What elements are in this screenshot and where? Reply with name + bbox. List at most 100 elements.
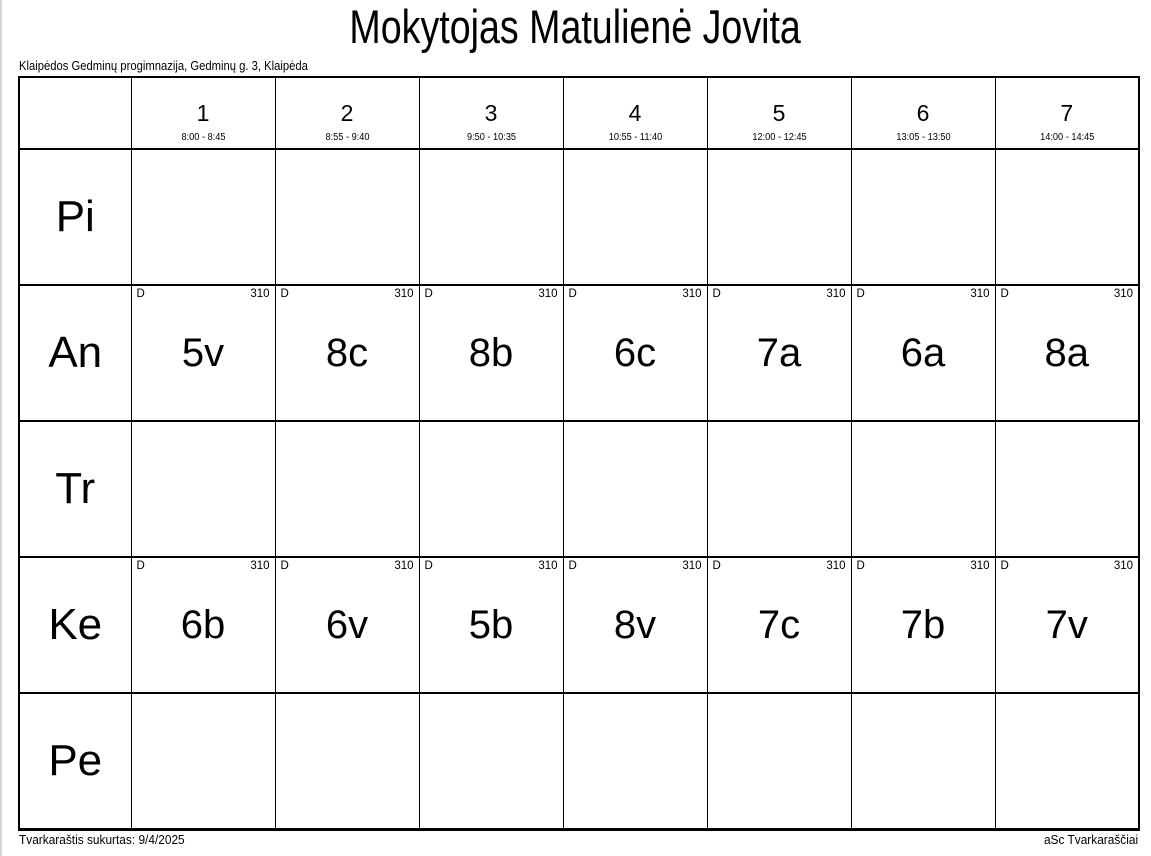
lesson-room: 310	[538, 288, 558, 300]
period-number: 5	[772, 99, 786, 126]
lesson-cell-empty	[850, 692, 996, 830]
lesson-class: 6c	[613, 330, 657, 375]
period-time: 9:50 - 10:35	[466, 132, 516, 143]
lesson-cell: D 310 6v	[274, 556, 420, 694]
lesson-cell-empty	[850, 420, 996, 558]
lesson-room: 310	[970, 288, 990, 300]
lesson-cell-empty	[994, 148, 1140, 286]
period-header-1: 1 8:00 - 8:45	[130, 76, 276, 150]
lesson-meta: D 310	[1001, 560, 1134, 572]
period-time: 10:55 - 11:40	[608, 132, 662, 143]
lesson-cell-empty	[994, 420, 1140, 558]
period-number: 3	[484, 99, 498, 126]
period-number: 1	[196, 99, 210, 126]
lesson-meta: D 310	[425, 560, 558, 572]
lesson-cell-empty	[274, 420, 420, 558]
school-subtitle: Klaipėdos Gedminų progimnazija, Gedminų …	[19, 59, 308, 73]
lesson-group: D	[1000, 560, 1009, 572]
table-corner	[18, 76, 132, 150]
lesson-cell: D 310 7a	[706, 284, 852, 422]
lesson-cell-empty	[562, 420, 708, 558]
lesson-group: D	[136, 560, 145, 572]
lesson-meta: D 310	[569, 560, 702, 572]
day-row-ke: Ke D 310 6b D 310 6v	[18, 556, 1140, 694]
day-label-an: An	[18, 284, 132, 422]
lesson-group: D	[424, 560, 433, 572]
lesson-room: 310	[394, 288, 414, 300]
period-header-6: 6 13:05 - 13:50	[850, 76, 996, 150]
lesson-meta: D 310	[857, 560, 990, 572]
lesson-room: 310	[250, 560, 270, 572]
period-number: 6	[916, 99, 930, 126]
period-number: 2	[340, 99, 354, 126]
lesson-cell-empty	[130, 420, 276, 558]
lesson-cell-empty	[706, 148, 852, 286]
lesson-meta: D 310	[857, 288, 990, 300]
lesson-meta: D 310	[713, 560, 846, 572]
lesson-group: D	[280, 560, 289, 572]
period-time: 8:55 - 9:40	[325, 132, 369, 143]
lesson-class: 8c	[325, 330, 369, 375]
footer-app-name: aSc Tvarkaraščiai	[1043, 833, 1138, 847]
lesson-cell-empty	[418, 692, 564, 830]
lesson-room: 310	[682, 560, 702, 572]
period-number: 4	[628, 99, 642, 126]
lesson-room: 310	[1113, 288, 1133, 300]
lesson-cell-empty	[562, 148, 708, 286]
lesson-room: 310	[538, 560, 558, 572]
lesson-cell-empty	[418, 420, 564, 558]
lesson-group: D	[1000, 288, 1009, 300]
lesson-class: 7c	[757, 602, 801, 647]
lesson-group: D	[856, 288, 865, 300]
day-row-pi: Pi	[18, 148, 1140, 286]
period-header-3: 3 9:50 - 10:35	[418, 76, 564, 150]
lesson-cell: D 310 7v	[994, 556, 1140, 694]
lesson-cell-empty	[850, 148, 996, 286]
lesson-cell: D 310 8a	[994, 284, 1140, 422]
lesson-cell-empty	[562, 692, 708, 830]
day-label-ke: Ke	[18, 556, 132, 694]
lesson-cell-empty	[130, 692, 276, 830]
lesson-cell: D 310 6c	[562, 284, 708, 422]
page-title: Mokytojas Matulienė Jovita	[349, 0, 802, 53]
lesson-meta: D 310	[425, 288, 558, 300]
period-time: 14:00 - 14:45	[1039, 132, 1094, 143]
lesson-class: 7a	[756, 330, 802, 375]
period-header-2: 2 8:55 - 9:40	[274, 76, 420, 150]
lesson-class: 5b	[468, 602, 514, 647]
lesson-meta: D 310	[281, 288, 414, 300]
lesson-group: D	[424, 288, 433, 300]
footer-created-date: Tvarkaraštis sukurtas: 9/4/2025	[19, 833, 185, 847]
lesson-cell-empty	[418, 148, 564, 286]
page-title-wrap: Mokytojas Matulienė Jovita	[0, 2, 1151, 52]
day-row-an: An D 310 5v D 310 8c	[18, 284, 1140, 422]
lesson-cell-empty	[706, 692, 852, 830]
period-header-row: 1 8:00 - 8:45 2 8:55 - 9:40 3 9:50 - 10:…	[18, 76, 1140, 150]
lesson-class: 8b	[468, 330, 514, 375]
day-label-pe: Pe	[18, 692, 132, 830]
lesson-class: 5v	[181, 330, 225, 375]
lesson-room: 310	[970, 560, 990, 572]
lesson-meta: D 310	[137, 288, 270, 300]
lesson-class: 8v	[613, 602, 657, 647]
period-time: 8:00 - 8:45	[181, 132, 225, 143]
lesson-meta: D 310	[137, 560, 270, 572]
lesson-meta: D 310	[281, 560, 414, 572]
lesson-cell: D 310 8v	[562, 556, 708, 694]
period-header-4: 4 10:55 - 11:40	[562, 76, 708, 150]
lesson-class: 8a	[1044, 330, 1090, 375]
lesson-room: 310	[394, 560, 414, 572]
lesson-group: D	[280, 288, 289, 300]
lesson-meta: D 310	[1001, 288, 1134, 300]
lesson-meta: D 310	[713, 288, 846, 300]
lesson-room: 310	[682, 288, 702, 300]
lesson-class: 6a	[900, 330, 946, 375]
lesson-class: 7v	[1045, 602, 1088, 647]
lesson-room: 310	[1113, 560, 1133, 572]
lesson-cell: D 310 6a	[850, 284, 996, 422]
lesson-group: D	[712, 560, 721, 572]
lesson-cell-empty	[130, 148, 276, 286]
lesson-room: 310	[826, 560, 846, 572]
lesson-room: 310	[250, 288, 270, 300]
